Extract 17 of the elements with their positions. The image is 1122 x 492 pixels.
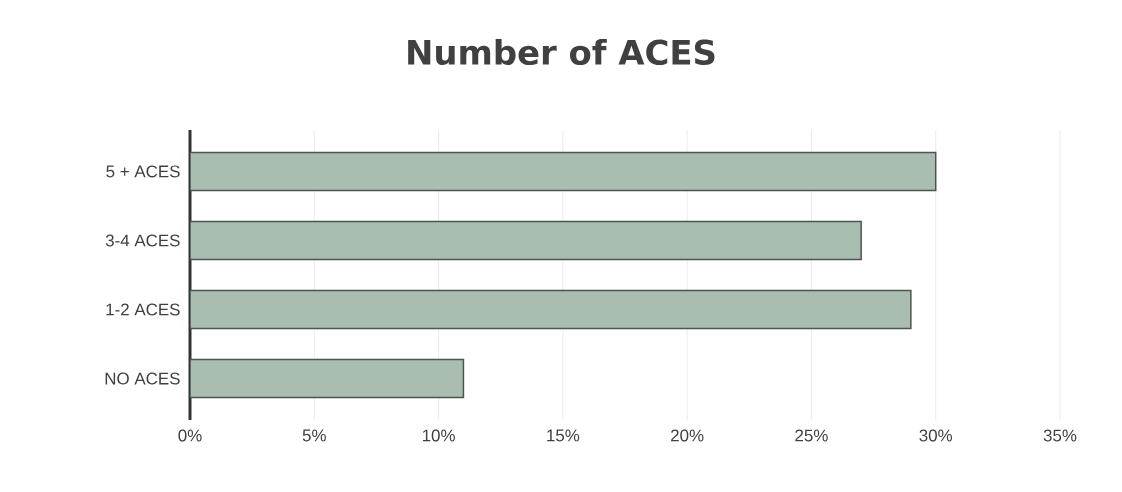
x-tick-label: 35% [1043,429,1077,442]
y-tick-label: NO ACES [105,372,180,385]
chart-title: Number of ACES [408,38,715,66]
x-tick-label: 25% [795,429,828,442]
bar [190,220,862,261]
x-tick-label: 30% [919,429,953,442]
x-tick-label: 5% [302,429,326,442]
x-tick-label: 20% [671,429,704,442]
y-tick-label: 3-4 ACES [105,234,180,247]
y-tick-label: 1-2 ACES [106,303,180,316]
x-tick-label: 0% [178,429,202,442]
x-tick-label: 15% [547,429,580,442]
bar [190,151,937,192]
bar [190,358,465,399]
x-tick-label: 10% [422,429,455,442]
y-tick-label: 5 + ACES [106,165,180,178]
bar [190,289,912,330]
